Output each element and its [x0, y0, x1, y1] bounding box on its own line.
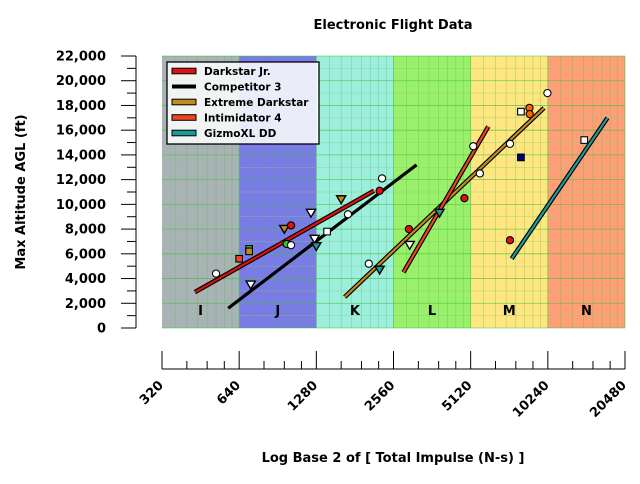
x-axis: 320 640 1280 2560 5120 10240 20480 [137, 351, 630, 421]
y-tick-label: 22,000 [56, 50, 106, 65]
band-label-m: M [503, 304, 516, 319]
y-tick-label: 14,000 [56, 148, 106, 163]
x-tick-label: 5120 [439, 378, 475, 414]
fit-line-intimidator-4-stroke [402, 125, 490, 273]
point-square [323, 227, 331, 236]
y-tick-label: 10,000 [56, 198, 106, 213]
point-circle [286, 241, 296, 250]
point-triangle [244, 280, 257, 291]
y-tick-label: 12,000 [56, 173, 106, 188]
x-tick-label: 640 [214, 378, 244, 408]
point-triangle [278, 224, 291, 235]
legend-swatch [171, 67, 197, 75]
y-tick-label: 6,000 [65, 247, 106, 262]
point-triangle [373, 265, 386, 276]
y-tick-label: 20,000 [56, 74, 106, 89]
x-tick-label: 20480 [587, 378, 630, 421]
x-tick-label: 2560 [362, 378, 398, 414]
point-triangle [335, 195, 347, 205]
point-circle [505, 236, 515, 245]
point-triangle [433, 208, 446, 219]
y-tick-label: 16,000 [56, 124, 106, 139]
point-circle [343, 210, 353, 219]
legend-label: Extreme Darkstar [204, 97, 309, 109]
y-tick-label: 2,000 [65, 297, 106, 312]
y-tick-label: 0 [97, 322, 106, 337]
y-axis: 0 2,000 4,000 6,000 8,000 10,000 12,000 14,000 1… [56, 50, 137, 337]
point-triangle [403, 240, 416, 251]
point-circle [211, 269, 221, 278]
point-circle [525, 109, 534, 119]
legend-label: GizmoXL DD [204, 128, 277, 140]
point-square [245, 247, 253, 256]
data-points [211, 88, 589, 291]
legend-label: Intimidator 4 [204, 113, 282, 125]
point-circle [505, 139, 515, 148]
legend-label: Darkstar Jr. [204, 66, 271, 78]
point-square [235, 254, 244, 263]
point-circle [377, 174, 387, 183]
legend: Darkstar Jr. Competitor 3 Extreme Darkstar… [166, 61, 320, 145]
band-label-j: J [274, 304, 280, 319]
point-circle [375, 186, 384, 195]
legend-swatch [171, 98, 197, 106]
chart-title: Electronic Flight Data [313, 18, 472, 33]
band-label-n: N [581, 304, 592, 319]
y-tick-label: 8,000 [65, 223, 106, 238]
legend-swatch [171, 129, 197, 137]
y-tick-label: 4,000 [65, 272, 106, 287]
fit-line-gizmoxl-dd-stroke [510, 117, 609, 260]
x-tick-label: 320 [137, 378, 167, 408]
fit-line-competitor-3 [227, 163, 418, 310]
legend-label: Competitor 3 [204, 82, 282, 94]
fit-line-competitor-3-stroke [227, 163, 418, 310]
point-circle [543, 88, 552, 98]
fit-line-gizmoxl-dd [509, 116, 610, 261]
point-triangle [305, 208, 317, 219]
fit-line-intimidator-4 [401, 125, 491, 274]
point-circle [460, 194, 469, 203]
x-axis-label: Log Base 2 of [ Total Impulse (N-s) ] [262, 451, 525, 466]
point-square [580, 136, 589, 144]
band-label-l: L [428, 304, 436, 319]
y-tick-label: 18,000 [56, 99, 106, 114]
x-tick-label: 10240 [510, 378, 553, 421]
point-circle [475, 169, 484, 178]
point-circle [364, 259, 373, 268]
point-circle [404, 224, 414, 234]
legend-swatch [172, 84, 196, 89]
band-labels: I J K L M N [198, 304, 592, 319]
point-triangle [310, 242, 323, 252]
point-square [517, 153, 525, 162]
y-axis-label: Max Altitude AGL (ft) [14, 114, 29, 269]
band-label-k: K [350, 304, 361, 319]
legend-swatch [171, 114, 197, 121]
point-circle [469, 142, 478, 151]
band-label-i: I [198, 304, 203, 319]
x-tick-label: 1280 [285, 378, 321, 414]
point-square [517, 107, 525, 116]
point-triangle [308, 234, 321, 245]
point-circle [286, 221, 296, 230]
